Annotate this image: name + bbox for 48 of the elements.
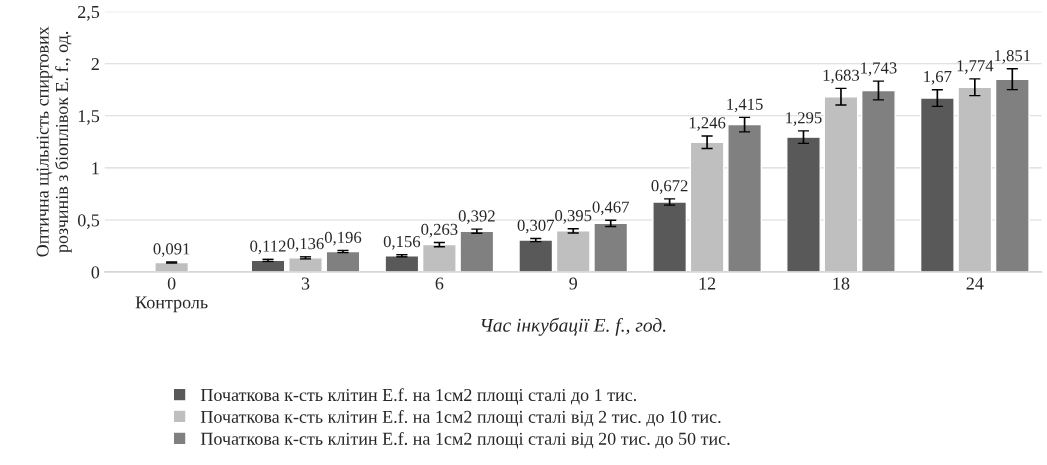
data-label: 1,246 bbox=[689, 117, 726, 131]
bar bbox=[652, 201, 688, 273]
bar bbox=[861, 89, 896, 273]
bar bbox=[727, 123, 763, 273]
x-tick-label: 0 Контроль bbox=[135, 277, 208, 313]
y-tick-label: 1 bbox=[92, 162, 99, 175]
data-label: 0,156 bbox=[383, 235, 421, 250]
data-label: 0,672 bbox=[651, 180, 688, 194]
y-tick-label: 0 bbox=[91, 266, 100, 279]
data-label: 1,774 bbox=[957, 60, 994, 74]
legend-label: Початкова к-сть клітин E.f. на 1см2 площі сталі від 20 тис. до 50 тис. bbox=[200, 431, 730, 449]
y-tick-label: 0,5 bbox=[77, 214, 100, 229]
data-label: 1,295 bbox=[786, 112, 822, 126]
bar bbox=[325, 250, 361, 273]
data-label: 0,112 bbox=[250, 240, 286, 255]
data-label: 1,67 bbox=[924, 70, 952, 85]
y-axis-title: Оптична щільність спиртових розчинів з біоплівок E. f., од. bbox=[36, 26, 72, 257]
data-label: 0,307 bbox=[517, 219, 555, 234]
y-tick-label: 1,5 bbox=[78, 110, 100, 125]
x-tick-label: 3 bbox=[301, 277, 310, 290]
x-tick-label: 9 bbox=[569, 277, 578, 290]
data-label: 0,136 bbox=[287, 238, 324, 252]
x-tick-label: 24 bbox=[966, 277, 984, 290]
bar bbox=[518, 239, 554, 273]
data-label: 1,851 bbox=[995, 50, 1031, 64]
bar bbox=[994, 78, 1030, 273]
x-tick-label: 18 bbox=[833, 277, 850, 290]
data-label: 0,196 bbox=[324, 231, 362, 246]
data-label: 0,392 bbox=[458, 210, 495, 224]
data-label: 0,091 bbox=[153, 243, 190, 257]
legend-label: Початкова к-сть клітин E.f. на 1см2 площі сталі до 1 тис. bbox=[200, 388, 637, 405]
y-tick-label: 2,5 bbox=[78, 5, 100, 21]
bar bbox=[593, 222, 629, 273]
data-label: 1,743 bbox=[861, 62, 897, 76]
x-axis-title: Час інкубації E. f., год. bbox=[481, 317, 666, 336]
x-tick-label: 6 bbox=[435, 277, 444, 290]
bar bbox=[384, 255, 420, 273]
data-label: 0,467 bbox=[592, 201, 629, 216]
bar bbox=[919, 97, 955, 273]
data-label: 0,263 bbox=[421, 223, 458, 238]
data-label: 0,395 bbox=[555, 210, 592, 224]
bar bbox=[459, 230, 495, 273]
bar bbox=[786, 136, 821, 273]
x-tick-label: 12 bbox=[699, 277, 716, 290]
legend-label: Початкова к-сть клітин E.f. на 1см2 площі сталі від 2 тис. до 10 тис. bbox=[200, 410, 721, 427]
data-label: 1,415 bbox=[727, 98, 763, 113]
data-label: 1,683 bbox=[823, 69, 860, 84]
y-tick-label: 2 bbox=[91, 58, 99, 70]
